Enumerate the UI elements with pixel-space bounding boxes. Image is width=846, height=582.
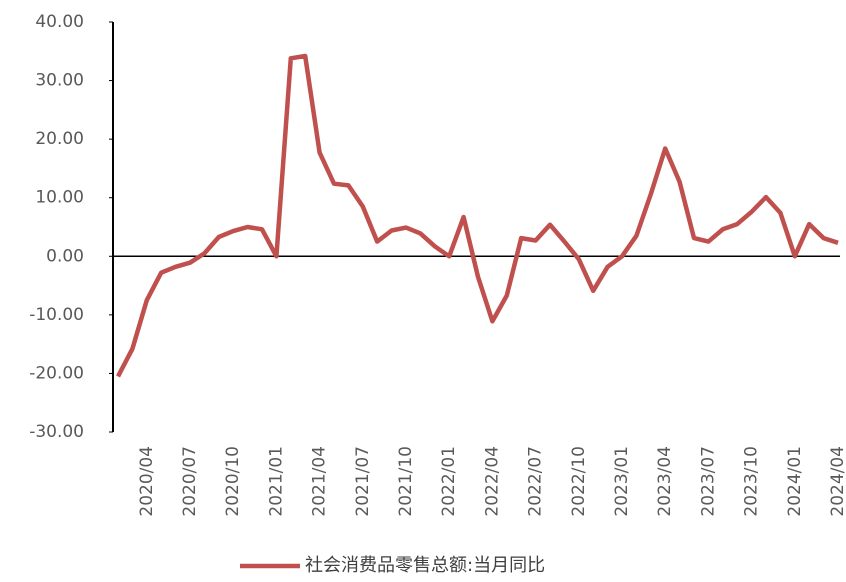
x-tick-label: 2021/01: [266, 446, 286, 517]
x-tick-label: 2022/10: [569, 446, 589, 517]
y-tick-label: 0.00: [46, 246, 84, 266]
x-tick-label: 2023/01: [612, 446, 632, 517]
y-tick-label: -10.00: [29, 305, 84, 325]
y-tick-label: -30.00: [29, 422, 84, 442]
x-tick-label: 2022/01: [439, 446, 459, 517]
y-tick-label: 30.00: [35, 71, 84, 91]
x-tick-label: 2020/10: [223, 446, 243, 517]
x-tick-label: 2022/07: [526, 446, 546, 517]
x-tick-label: 2022/04: [482, 446, 502, 517]
x-tick-label: 2023/07: [698, 446, 718, 517]
x-tick-label: 2021/07: [353, 446, 373, 517]
x-tick-label: 2021/04: [310, 446, 330, 517]
line: [116, 53, 839, 378]
y-tick-label: 10.00: [35, 188, 84, 208]
x-tick-label: 2020/07: [180, 446, 200, 517]
x-tick-label: 2023/04: [655, 446, 675, 517]
y-tick-label: 40.00: [35, 12, 84, 32]
x-tick-label: 2020/04: [137, 446, 157, 517]
x-tick-label: 2024/04: [828, 446, 846, 517]
legend-label: 社会消费品零售总额:当月同比: [305, 555, 545, 576]
y-tick-label: -20.00: [29, 363, 84, 383]
y-tick-label: 20.00: [35, 129, 84, 149]
x-tick-label: 2023/10: [742, 446, 762, 517]
x-tick-label: 2024/01: [785, 446, 805, 517]
x-tick-label: 2021/10: [396, 446, 416, 517]
